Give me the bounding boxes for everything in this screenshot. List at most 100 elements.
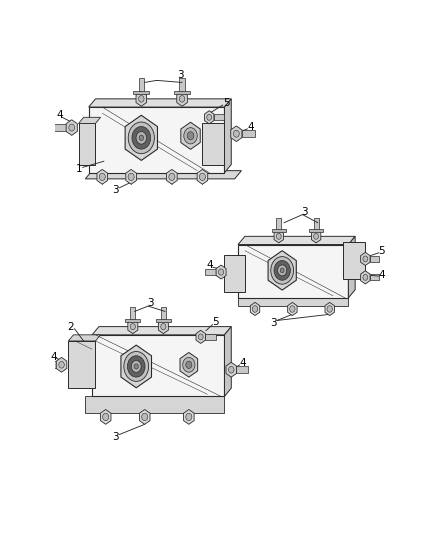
Polygon shape <box>88 99 231 107</box>
FancyBboxPatch shape <box>133 91 149 94</box>
Polygon shape <box>238 298 348 306</box>
Circle shape <box>169 173 175 181</box>
Circle shape <box>198 334 203 340</box>
Circle shape <box>276 233 281 239</box>
Polygon shape <box>85 171 241 179</box>
FancyBboxPatch shape <box>174 91 190 94</box>
Circle shape <box>314 233 318 239</box>
Polygon shape <box>121 345 152 388</box>
Circle shape <box>134 364 138 369</box>
Polygon shape <box>343 243 365 279</box>
Polygon shape <box>68 335 101 341</box>
Text: 5: 5 <box>223 98 230 108</box>
Polygon shape <box>78 117 101 124</box>
Polygon shape <box>68 341 95 388</box>
Polygon shape <box>180 352 198 377</box>
Polygon shape <box>224 327 231 397</box>
Polygon shape <box>181 122 200 149</box>
FancyBboxPatch shape <box>138 78 144 93</box>
Text: 4: 4 <box>56 110 63 120</box>
Polygon shape <box>196 330 205 343</box>
Polygon shape <box>288 302 297 316</box>
Polygon shape <box>197 169 208 184</box>
Polygon shape <box>66 120 78 135</box>
Polygon shape <box>100 409 111 424</box>
FancyBboxPatch shape <box>237 366 248 373</box>
Polygon shape <box>224 99 231 173</box>
Text: 2: 2 <box>68 321 74 332</box>
Polygon shape <box>268 251 296 290</box>
Text: 3: 3 <box>177 70 184 80</box>
Circle shape <box>187 132 194 140</box>
FancyBboxPatch shape <box>53 124 66 131</box>
Polygon shape <box>348 236 355 298</box>
FancyBboxPatch shape <box>314 219 318 231</box>
Circle shape <box>128 173 134 181</box>
Circle shape <box>290 306 295 312</box>
Text: 1: 1 <box>76 164 83 174</box>
FancyBboxPatch shape <box>205 269 216 275</box>
Circle shape <box>252 306 258 312</box>
Circle shape <box>139 135 144 141</box>
Circle shape <box>219 269 224 275</box>
Circle shape <box>99 173 105 181</box>
Polygon shape <box>224 255 245 292</box>
Text: 3: 3 <box>147 298 154 308</box>
FancyBboxPatch shape <box>309 229 323 232</box>
Polygon shape <box>128 320 138 334</box>
Circle shape <box>131 360 141 373</box>
Circle shape <box>278 265 287 276</box>
Polygon shape <box>202 124 224 165</box>
Polygon shape <box>88 107 224 173</box>
Polygon shape <box>360 271 370 284</box>
Circle shape <box>69 124 74 131</box>
Polygon shape <box>166 169 177 184</box>
FancyBboxPatch shape <box>179 78 185 93</box>
Circle shape <box>233 130 239 137</box>
Polygon shape <box>238 245 348 298</box>
Polygon shape <box>97 169 108 184</box>
Polygon shape <box>205 111 214 124</box>
Polygon shape <box>251 302 260 316</box>
Polygon shape <box>139 409 150 424</box>
Circle shape <box>127 356 145 377</box>
Polygon shape <box>274 230 283 243</box>
FancyBboxPatch shape <box>214 115 224 120</box>
Circle shape <box>207 115 212 120</box>
Text: 3: 3 <box>270 318 277 327</box>
Polygon shape <box>125 115 158 160</box>
FancyBboxPatch shape <box>130 307 135 321</box>
Circle shape <box>280 268 284 273</box>
Circle shape <box>130 324 135 330</box>
Polygon shape <box>136 92 147 106</box>
FancyBboxPatch shape <box>242 130 255 137</box>
Circle shape <box>184 128 197 144</box>
Circle shape <box>327 306 332 312</box>
FancyBboxPatch shape <box>156 319 171 322</box>
Text: 4: 4 <box>239 358 246 368</box>
Polygon shape <box>92 335 224 397</box>
Circle shape <box>102 413 109 421</box>
Circle shape <box>229 366 234 373</box>
Text: 3: 3 <box>301 207 307 217</box>
Text: 4: 4 <box>247 122 254 132</box>
Text: 3: 3 <box>113 185 119 196</box>
Circle shape <box>363 256 368 262</box>
Polygon shape <box>216 265 226 279</box>
Circle shape <box>138 95 144 102</box>
Polygon shape <box>177 92 187 106</box>
FancyBboxPatch shape <box>205 334 215 340</box>
Text: 4: 4 <box>378 270 385 280</box>
Polygon shape <box>226 362 237 377</box>
FancyBboxPatch shape <box>272 229 286 232</box>
FancyBboxPatch shape <box>161 307 166 321</box>
Circle shape <box>59 361 64 368</box>
Circle shape <box>132 126 151 149</box>
Circle shape <box>271 256 293 284</box>
Circle shape <box>179 95 185 102</box>
Text: 5: 5 <box>213 317 219 327</box>
Circle shape <box>128 122 154 154</box>
Circle shape <box>186 413 192 421</box>
Polygon shape <box>231 126 242 142</box>
Text: 4: 4 <box>207 260 214 270</box>
